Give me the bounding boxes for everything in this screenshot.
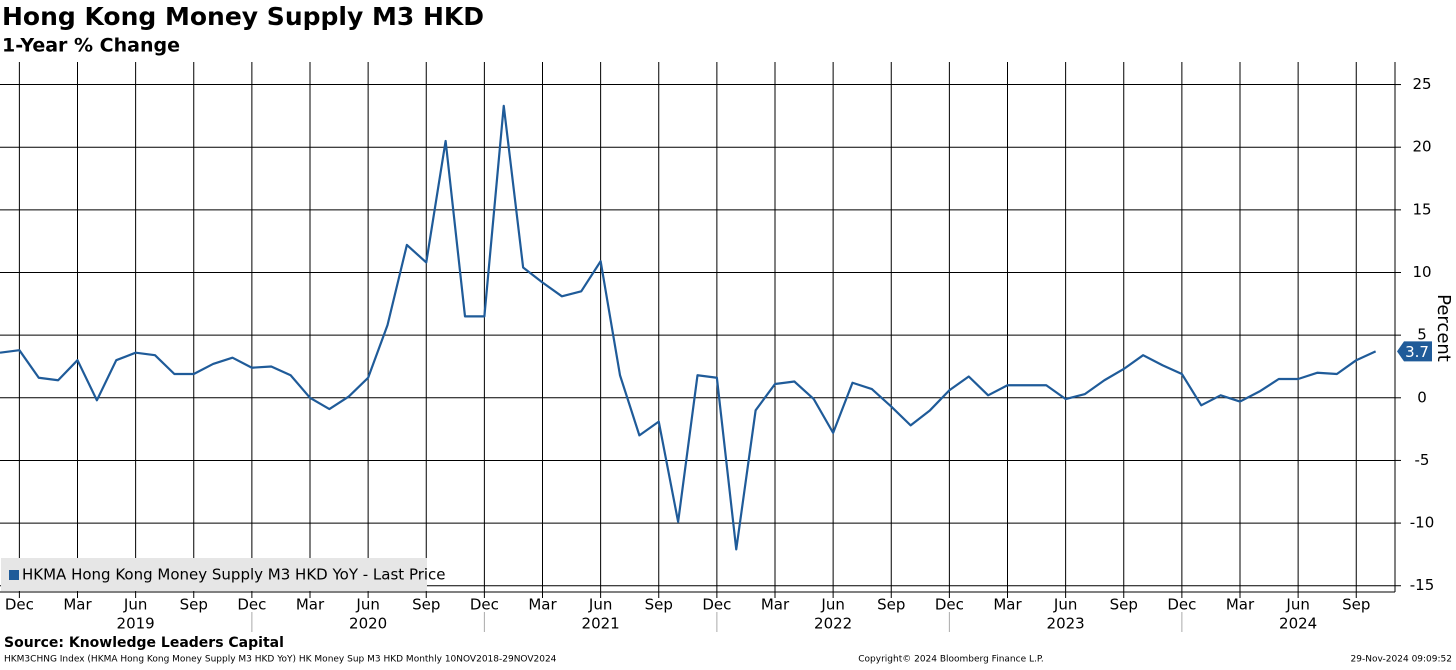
y-tick-label: -5 — [1415, 451, 1430, 469]
grid — [0, 62, 1395, 592]
x-tick-label: Mar — [1226, 596, 1255, 614]
x-tick-label: Dec — [470, 596, 499, 614]
y-tick-label: 0 — [1417, 388, 1427, 406]
x-tick-label: Dec — [237, 596, 266, 614]
x-tick-label: Jun — [355, 596, 379, 614]
x-tick-label: Jun — [123, 596, 147, 614]
year-label: 2021 — [582, 615, 620, 633]
x-tick-label: Dec — [702, 596, 731, 614]
last-value-tag — [1397, 341, 1432, 362]
x-tick-label: Jun — [820, 596, 844, 614]
x-tick-label: Jun — [1053, 596, 1077, 614]
source: Source: Knowledge Leaders Capital — [4, 635, 284, 651]
legend: HKMA Hong Kong Money Supply M3 HKD YoY -… — [1, 558, 446, 591]
x-tick-label: Mar — [528, 596, 557, 614]
y-tick-label: -10 — [1410, 514, 1435, 532]
year-label: 2023 — [1047, 615, 1085, 633]
y-tick-label: 10 — [1412, 263, 1431, 281]
x-tick-label: Jun — [1285, 596, 1309, 614]
last-value-label: 3.7 — [1405, 343, 1429, 361]
x-tick-label: Sep — [180, 596, 208, 614]
x-tick-label: Sep — [645, 596, 673, 614]
x-tick-label: Jun — [588, 596, 612, 614]
x-tick-label: Mar — [63, 596, 92, 614]
x-tick-label: Dec — [1167, 596, 1196, 614]
chart-title: Hong Kong Money Supply M3 HKD — [2, 2, 484, 31]
series-line — [0, 104, 1377, 551]
legend-swatch — [9, 570, 19, 580]
year-label: 2022 — [814, 615, 852, 633]
x-tick-label: Sep — [1110, 596, 1138, 614]
x-tick-label: Mar — [993, 596, 1022, 614]
y-tick-label: -15 — [1410, 576, 1435, 594]
year-label: 2020 — [349, 615, 387, 633]
footer-right: 29-Nov-2024 09:09:52 — [1351, 655, 1452, 665]
legend-label: HKMA Hong Kong Money Supply M3 HKD YoY -… — [22, 566, 446, 584]
year-label: 2019 — [117, 615, 155, 633]
x-tick-label: Dec — [935, 596, 964, 614]
footer-left: HKM3CHNG Index (HKMA Hong Kong Money Sup… — [4, 655, 557, 665]
y-tick-label: 20 — [1412, 138, 1431, 156]
year-label: 2024 — [1279, 615, 1317, 633]
y-tick-label: 5 — [1417, 326, 1427, 344]
y-tick-label: 25 — [1412, 75, 1431, 93]
x-tick-label: Sep — [412, 596, 440, 614]
x-tick-label: Mar — [296, 596, 325, 614]
footer-center: Copyright© 2024 Bloomberg Finance L.P. — [858, 655, 1043, 665]
legend-box — [1, 558, 427, 591]
x-tick-label: Sep — [1342, 596, 1370, 614]
y-tick-label: 15 — [1412, 200, 1431, 218]
chart-subtitle: 1-Year % Change — [2, 35, 180, 57]
x-tick-label: Mar — [761, 596, 790, 614]
x-tick-label: Dec — [5, 596, 34, 614]
y-axis-label: Percent — [1433, 294, 1454, 362]
x-tick-label: Sep — [877, 596, 905, 614]
